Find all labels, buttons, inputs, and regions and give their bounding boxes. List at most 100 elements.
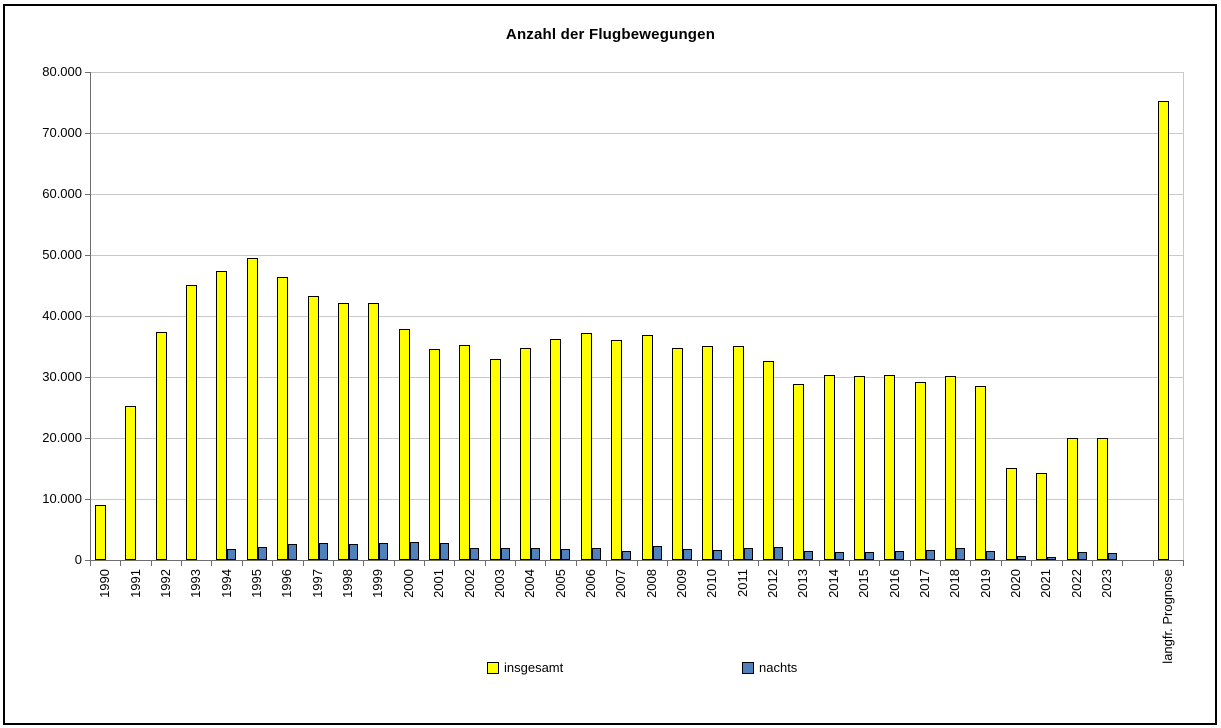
x-axis-tick	[90, 561, 91, 566]
bar-insgesamt-2008	[641, 335, 653, 560]
bar-nachts-1996	[288, 544, 298, 560]
bar-nachts-2000	[409, 542, 419, 560]
gridline	[90, 316, 1183, 317]
y-axis-label: 50.000	[42, 247, 82, 262]
x-axis-label: 2022	[1068, 569, 1084, 598]
bar-insgesamt-1992	[155, 332, 167, 560]
x-axis-label: 2010	[704, 569, 720, 598]
x-axis-tick	[727, 561, 729, 566]
bar-nachts-2011	[743, 548, 753, 560]
bar-nachts-2003	[500, 548, 510, 560]
bar-nachts-2006	[591, 548, 601, 560]
x-axis-tick	[666, 561, 668, 566]
bar-insgesamt-2014	[823, 375, 835, 560]
y-axis-tick	[85, 194, 90, 195]
y-axis-label: 70.000	[42, 125, 82, 140]
bar-insgesamt-1991	[125, 406, 137, 560]
x-axis-label: 2016	[886, 569, 902, 598]
y-axis-tick	[85, 499, 90, 500]
plot-right-border	[1183, 72, 1184, 560]
x-axis-tick	[545, 561, 547, 566]
x-axis-label: 2014	[825, 569, 841, 598]
y-axis-label: 40.000	[42, 308, 82, 323]
bar-nachts-2014	[834, 552, 844, 560]
bar-insgesamt-2018	[945, 376, 957, 560]
y-axis-tick	[85, 255, 90, 256]
x-axis-tick	[181, 561, 183, 566]
bar-insgesamt-2020	[1005, 468, 1017, 560]
x-axis-tick	[454, 561, 456, 566]
bar-insgesamt-2007	[611, 340, 623, 560]
bar-insgesamt-2005	[550, 339, 562, 560]
bar-nachts-2012	[773, 547, 783, 560]
x-axis-line	[90, 560, 1184, 561]
chart-title: Anzahl der Flugbewegungen	[505, 26, 716, 43]
x-axis-tick	[1122, 561, 1124, 566]
bar-nachts-2013	[804, 551, 814, 560]
bar-nachts-2016	[895, 551, 905, 560]
bar-nachts-2010	[713, 550, 723, 560]
bar-nachts-2002	[470, 548, 480, 560]
x-axis-tick	[1061, 561, 1063, 566]
bar-nachts-1994	[227, 549, 237, 560]
x-axis-label: 1998	[340, 569, 356, 598]
x-axis-label: langfr. Prognose	[1159, 569, 1175, 664]
bar-nachts-1997	[318, 543, 328, 560]
y-axis-tick	[85, 72, 90, 73]
bar-insgesamt-langfr. Prognose	[1157, 101, 1169, 560]
legend-swatch-nachts	[742, 662, 754, 674]
x-axis-tick	[302, 561, 304, 566]
x-axis-tick	[970, 561, 972, 566]
y-axis-label: 60.000	[42, 186, 82, 201]
y-axis-tick	[85, 316, 90, 317]
x-axis-label: 1994	[218, 569, 234, 598]
x-axis-tick	[636, 561, 638, 566]
x-axis-label: 2009	[674, 569, 690, 598]
x-axis-label: 1996	[279, 569, 295, 598]
bar-nachts-2001	[439, 543, 449, 560]
x-axis-label: 2018	[947, 569, 963, 598]
chart-border-frame	[3, 4, 1217, 725]
x-axis-label: 1990	[97, 569, 113, 598]
y-axis-label: 10.000	[42, 491, 82, 506]
gridline	[90, 72, 1183, 73]
x-axis-label: 2017	[916, 569, 932, 598]
bar-insgesamt-2017	[914, 382, 926, 560]
bar-nachts-2017	[925, 550, 935, 560]
bar-insgesamt-2011	[732, 346, 744, 560]
bar-nachts-2022	[1077, 552, 1087, 560]
y-axis-tick	[85, 438, 90, 439]
bar-insgesamt-2009	[671, 348, 683, 560]
y-axis-label: 80.000	[42, 64, 82, 79]
x-axis-tick	[120, 561, 122, 566]
x-axis-tick	[818, 561, 820, 566]
x-axis-label: 2013	[795, 569, 811, 598]
bar-nachts-2008	[652, 546, 662, 560]
y-axis-tick	[85, 377, 90, 378]
y-axis-label: 20.000	[42, 430, 82, 445]
x-axis-tick	[1000, 561, 1002, 566]
x-axis-tick	[241, 561, 243, 566]
bar-insgesamt-2016	[884, 375, 896, 560]
bar-insgesamt-2001	[428, 349, 440, 560]
bar-insgesamt-1997	[307, 296, 319, 560]
x-axis-tick	[363, 561, 365, 566]
gridline	[90, 255, 1183, 256]
bar-nachts-2020	[1016, 556, 1026, 560]
x-axis-tick	[1091, 561, 1093, 566]
bar-insgesamt-2004	[520, 348, 532, 560]
x-axis-label: 1992	[157, 569, 173, 598]
bar-insgesamt-2019	[975, 386, 987, 560]
x-axis-tick	[272, 561, 274, 566]
bar-insgesamt-2023	[1096, 438, 1108, 560]
bar-nachts-2005	[561, 549, 571, 560]
bar-nachts-2023	[1107, 553, 1117, 560]
gridline	[90, 133, 1183, 134]
bar-nachts-1998	[348, 544, 358, 560]
bar-nachts-2019	[986, 551, 996, 560]
x-axis-label: 2007	[613, 569, 629, 598]
x-axis-label: 2008	[643, 569, 659, 598]
bar-nachts-2015	[865, 552, 875, 560]
x-axis-label: 2019	[977, 569, 993, 598]
